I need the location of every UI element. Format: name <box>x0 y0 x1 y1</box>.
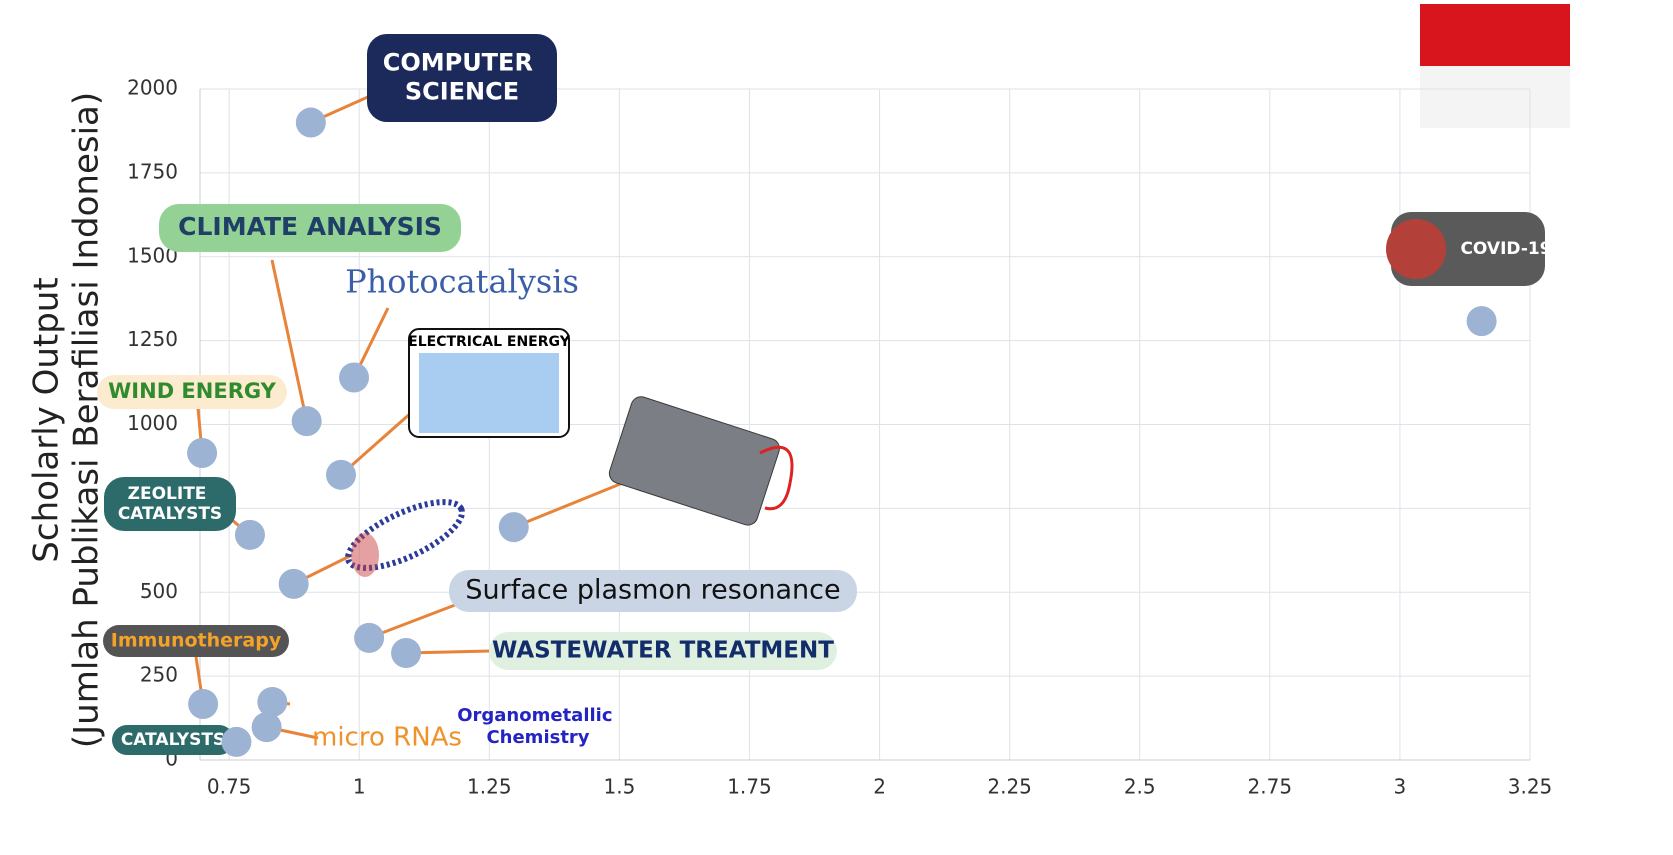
chart: Scholarly Output (Jumlah Publikasi Beraf… <box>0 0 1673 851</box>
point-label: COMPUTER SCIENCE <box>383 49 542 106</box>
point-label: Immunotherapy <box>111 630 282 652</box>
point <box>326 460 356 490</box>
point-label: micro RNAs <box>312 723 462 753</box>
point <box>188 689 218 719</box>
point-label: ELECTRICAL ENERGY <box>408 334 571 350</box>
point <box>499 512 529 542</box>
point <box>339 363 369 393</box>
x-tick-label: 1 <box>353 775 366 799</box>
x-tick-label: 2.5 <box>1124 775 1156 799</box>
x-tick-label: 3.25 <box>1508 775 1553 799</box>
point <box>296 108 326 138</box>
y-axis-label: Scholarly Output <box>27 277 67 562</box>
point <box>257 687 287 717</box>
point-label: COVID-19 <box>1460 239 1551 259</box>
point-label: WASTEWATER TREATMENT <box>492 638 834 664</box>
x-tick-label: 2.75 <box>1248 775 1293 799</box>
point <box>235 520 265 550</box>
point-label: WIND ENERGY <box>108 379 277 403</box>
point-label: CATALYSTS <box>121 730 225 750</box>
battery-icon <box>607 394 782 527</box>
point <box>292 406 322 436</box>
x-tick-label: 0.75 <box>207 775 252 799</box>
x-tick-label: 1.25 <box>467 775 512 799</box>
y-tick-label: 1250 <box>127 327 178 351</box>
x-tick-label: 1.75 <box>727 775 772 799</box>
point-label: Organometallic Chemistry <box>457 705 619 748</box>
y-tick-label: 2000 <box>127 76 178 100</box>
point-label: Photocatalysis <box>345 263 579 301</box>
y-tick-label: 1000 <box>127 411 178 435</box>
point <box>252 712 282 742</box>
x-tick-label: 3 <box>1394 775 1407 799</box>
y-axis-label: (Jumlah Publikasi Berafiliasi Indonesia) <box>67 92 107 748</box>
x-tick-label: 2.25 <box>987 775 1032 799</box>
x-tick-label: 1.5 <box>603 775 635 799</box>
y-tick-label: 500 <box>140 579 178 603</box>
flag <box>1420 4 1570 128</box>
point <box>221 727 251 757</box>
point-label: Surface plasmon resonance <box>465 575 840 606</box>
point <box>279 569 309 599</box>
point <box>1467 306 1497 336</box>
y-tick-label: 250 <box>140 663 178 687</box>
x-tick-label: 2 <box>873 775 886 799</box>
point-label: CLIMATE ANALYSIS <box>178 212 442 241</box>
point-label: ZEOLITE CATALYSTS <box>118 484 222 524</box>
point <box>391 638 421 668</box>
virus-icon <box>1386 219 1446 279</box>
nanotube-end <box>351 533 379 577</box>
label-art <box>419 353 559 433</box>
y-tick-label: 1750 <box>127 159 178 183</box>
connector <box>514 478 635 527</box>
point <box>354 623 384 653</box>
point <box>187 438 217 468</box>
